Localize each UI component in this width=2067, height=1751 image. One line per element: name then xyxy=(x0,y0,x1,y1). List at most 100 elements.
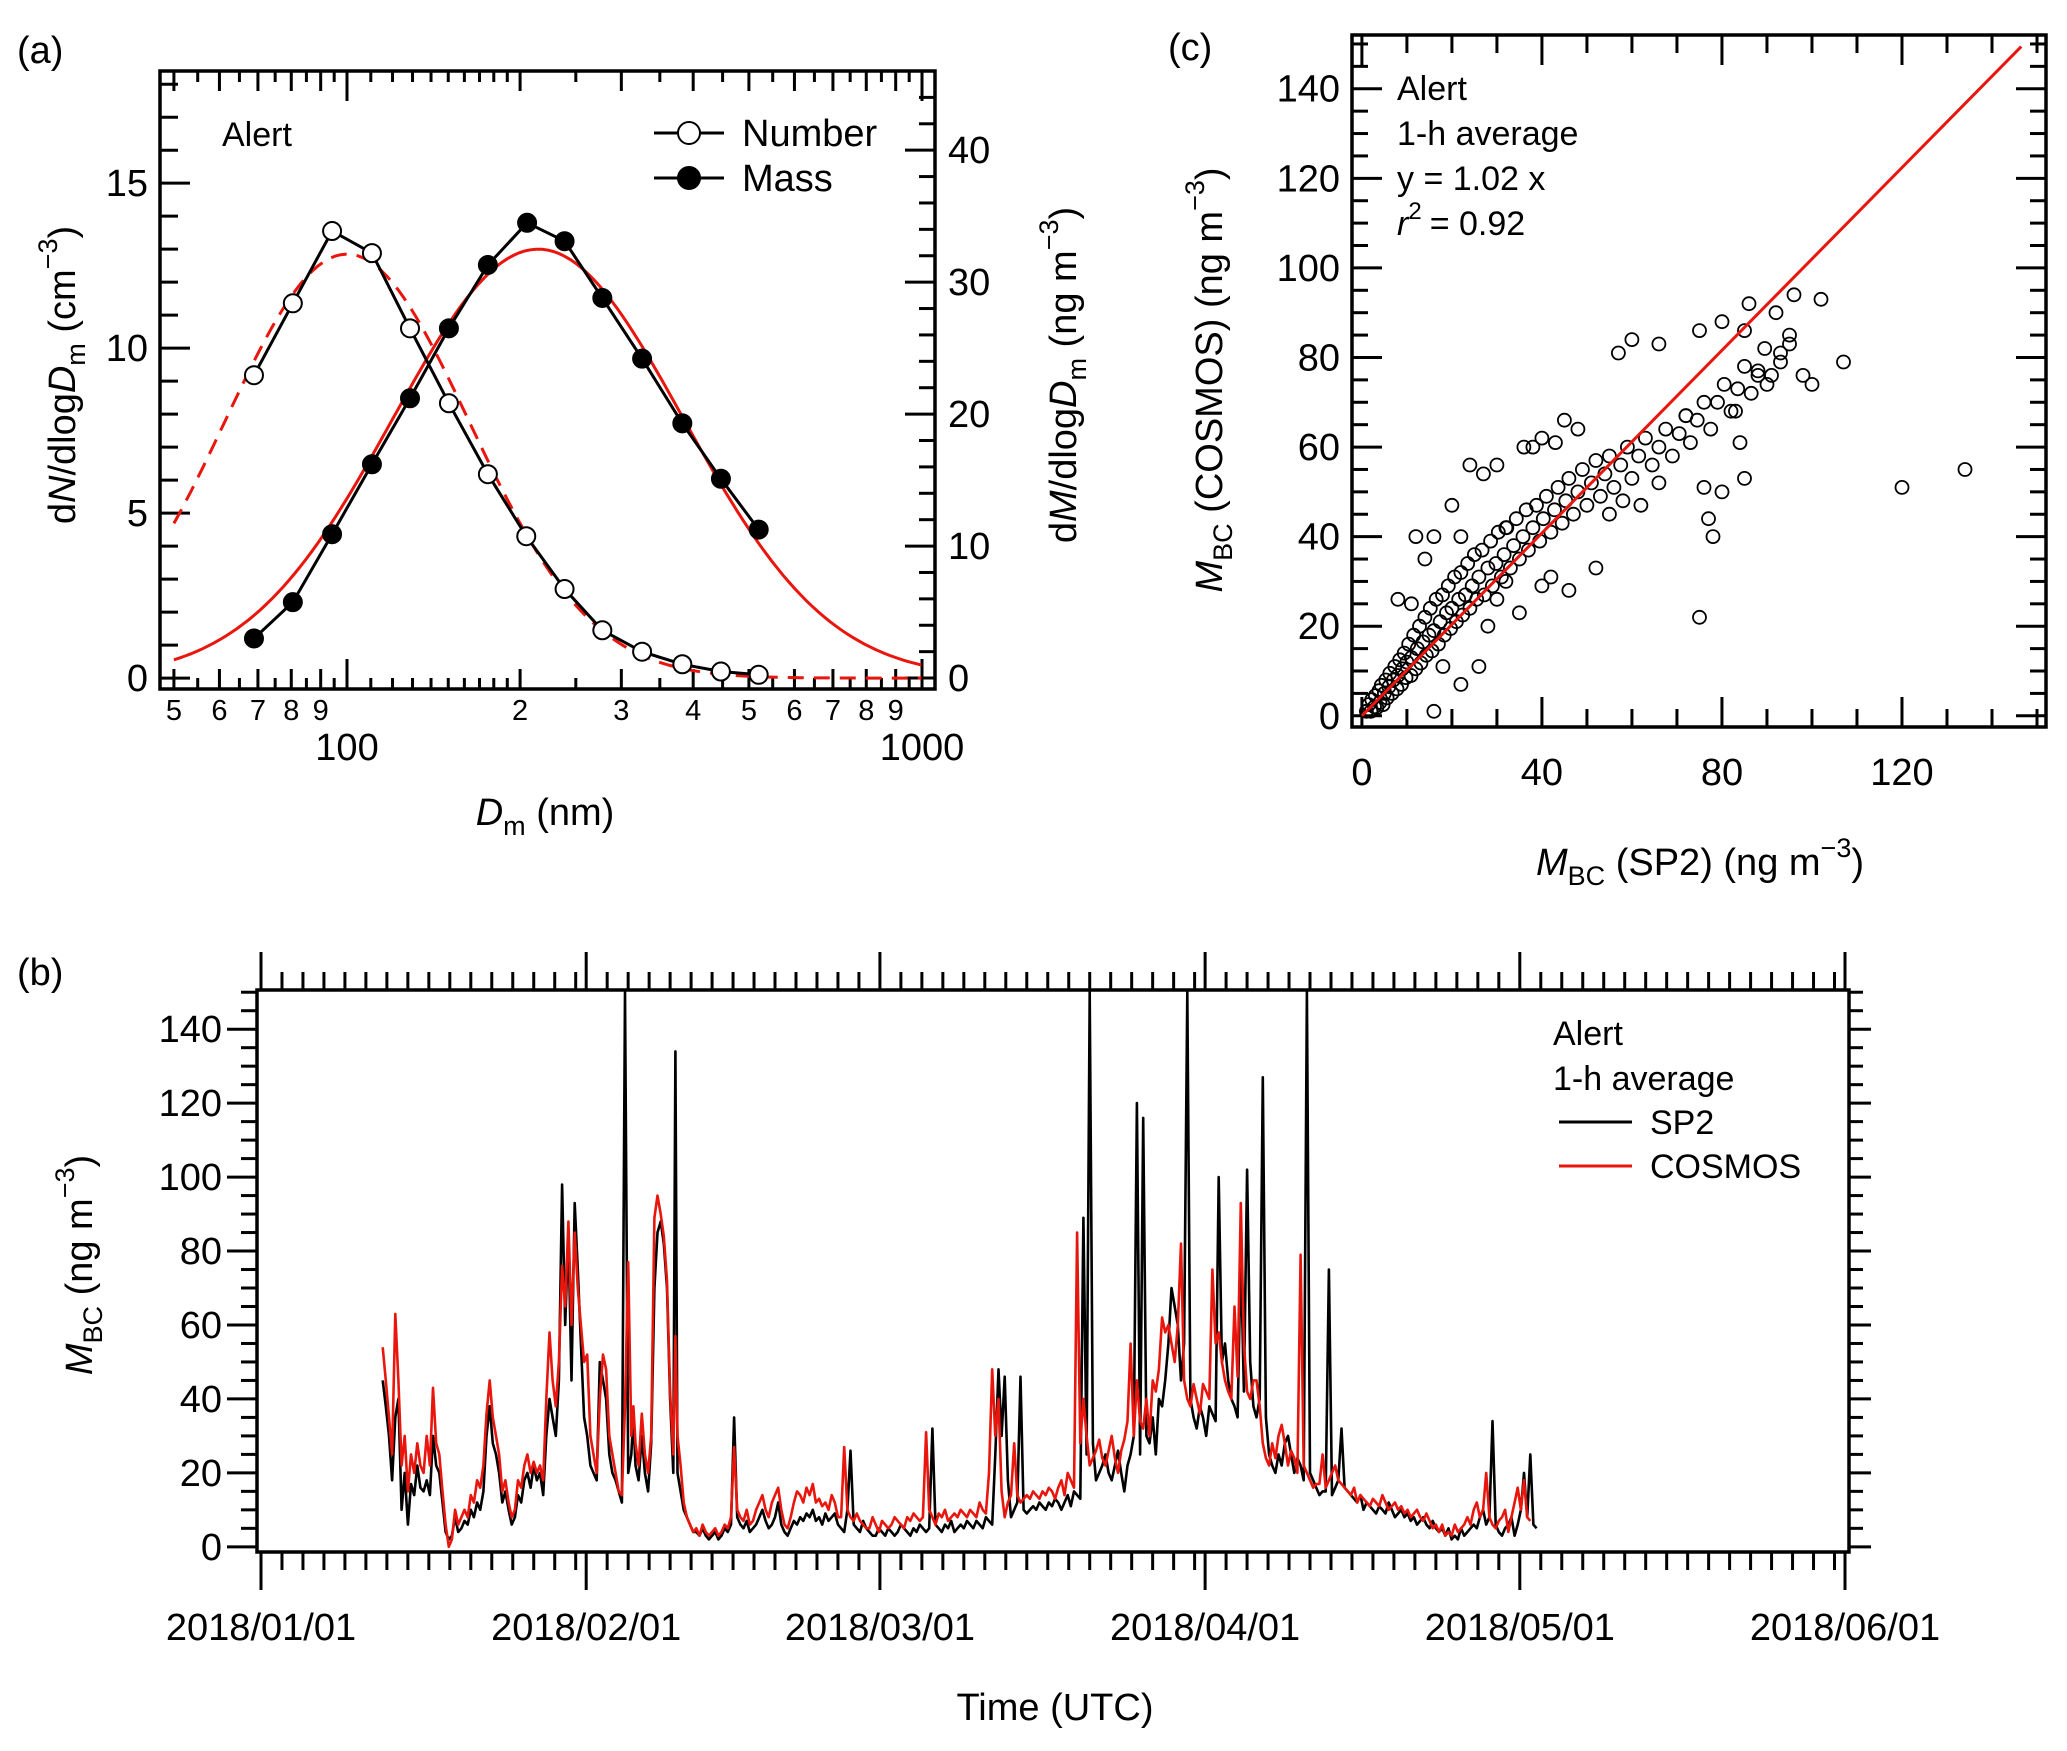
scatter-point xyxy=(1476,466,1491,482)
mass-fit-curve xyxy=(173,247,922,667)
scatter-point xyxy=(1444,497,1460,513)
mass-marker xyxy=(282,592,303,613)
scatter-point xyxy=(1723,403,1739,419)
x-major-tick-label: 1000 xyxy=(880,727,965,769)
scatter-point xyxy=(1561,470,1577,486)
label-part: −3 xyxy=(1180,180,1210,211)
scatter-point xyxy=(1548,435,1563,451)
label-part: BC xyxy=(1568,861,1606,891)
panel-c-scatter: (c) 0 40 80 120 0 20 40 60 80 100 120 140 Alert 1-h… xyxy=(1168,27,2048,891)
scatter-point xyxy=(1535,511,1551,527)
panel-b-frame xyxy=(255,988,1851,1554)
scatter-point xyxy=(1401,636,1417,652)
scatter-point xyxy=(1737,470,1752,486)
scatter-point xyxy=(1836,354,1851,370)
number-marker xyxy=(361,243,382,264)
scatter-point xyxy=(1638,430,1653,446)
scatter-point xyxy=(1782,327,1797,343)
label-part: D xyxy=(1043,381,1085,408)
scatter-point xyxy=(1665,448,1680,464)
scatter-point xyxy=(1474,542,1490,558)
label-part: M xyxy=(1043,490,1085,522)
scatter-point xyxy=(1651,336,1667,352)
scatter-point xyxy=(1396,645,1412,661)
panel-b-x-axis-label: Time (UTC) xyxy=(957,1687,1154,1729)
label-part: M xyxy=(1536,842,1568,884)
scatter-point xyxy=(1453,677,1469,692)
scatter-point xyxy=(1703,421,1719,437)
scatter-point xyxy=(1624,470,1640,486)
scatter-point xyxy=(1483,533,1498,549)
scatter-point xyxy=(1692,323,1707,339)
scatter-point xyxy=(1521,542,1536,558)
scatter-point xyxy=(1701,511,1716,527)
scatter-point xyxy=(1786,287,1802,303)
panel-label-c: (c) xyxy=(1168,27,1212,69)
label-part: m xyxy=(61,343,91,366)
label-part: (COSMOS) (ng m xyxy=(1189,211,1231,523)
scatter-point xyxy=(1620,439,1635,455)
scatter-point xyxy=(1750,363,1766,379)
x-tick-label: 0 xyxy=(1351,752,1372,794)
label-part: (nm) xyxy=(526,792,615,834)
panel-b-plot-area: 2018/01/01 2018/02/01 2018/03/01 2018/04/01… xyxy=(159,952,1940,1649)
x-minor-tick-label: 4 xyxy=(685,695,701,727)
scatter-point xyxy=(1683,435,1698,451)
number-line xyxy=(252,228,759,677)
mass-marker xyxy=(672,413,693,434)
label-part: BC xyxy=(1208,523,1238,561)
scatter-point xyxy=(1471,569,1487,585)
number-marker xyxy=(322,221,343,242)
panel-b-y-axis-label: MBC (ng m−3) xyxy=(50,1155,108,1375)
scatter-point xyxy=(1737,323,1752,339)
y-tick-label: 120 xyxy=(1277,158,1340,200)
label-part: ) xyxy=(42,226,84,239)
series-sp2 xyxy=(381,990,1538,1541)
x-tick-label: 2018/01/01 xyxy=(166,1607,356,1649)
label-part: N xyxy=(42,475,84,503)
scatter-point xyxy=(1894,479,1910,495)
scatter-point xyxy=(1550,479,1566,495)
x-minor-tick-label: 3 xyxy=(613,695,629,727)
scatter-point xyxy=(1525,520,1541,536)
x-tick-label: 120 xyxy=(1870,752,1933,794)
y-tick-label: 60 xyxy=(1298,427,1340,469)
scatter-point xyxy=(1467,547,1482,562)
scatter-point xyxy=(1651,475,1667,491)
scatter-point xyxy=(1804,376,1820,392)
x-minor-tick-label: 9 xyxy=(313,695,329,727)
scatter-point xyxy=(1435,659,1451,674)
number-marker xyxy=(282,293,303,314)
scatter-point xyxy=(1512,605,1527,621)
scatter-point xyxy=(1547,502,1562,518)
scatter-point xyxy=(1588,560,1604,576)
y-tick-label: 0 xyxy=(1319,696,1340,738)
scatter-point xyxy=(1508,511,1524,527)
legend-label-cosmos: COSMOS xyxy=(1650,1148,1801,1186)
label-part: M xyxy=(59,1343,101,1375)
scatter-point xyxy=(1728,403,1743,419)
scatter-point xyxy=(1512,551,1527,567)
scatter-point xyxy=(1476,587,1492,603)
scatter-point xyxy=(1644,457,1660,473)
label-part: (ng m xyxy=(1043,250,1085,358)
number-marker xyxy=(592,620,613,641)
mass-marker xyxy=(438,318,459,339)
y-tick-label: 20 xyxy=(180,1453,222,1495)
number-marker xyxy=(243,365,264,386)
number-marker xyxy=(748,664,769,685)
mass-marker xyxy=(748,519,769,540)
scatter-point xyxy=(1489,457,1505,473)
panel-c-frame xyxy=(1350,33,2048,729)
scatter-point xyxy=(1494,569,1509,585)
scatter-point xyxy=(1566,506,1581,522)
x-minor-tick-label: 8 xyxy=(858,695,874,727)
right-y-tick-label: 10 xyxy=(948,526,990,568)
scatter-point xyxy=(1743,385,1759,401)
legend-label-number: Number xyxy=(742,113,877,155)
label-part: BC xyxy=(78,1306,108,1344)
scatter-point xyxy=(1631,448,1647,464)
scatter-point xyxy=(1615,493,1631,509)
